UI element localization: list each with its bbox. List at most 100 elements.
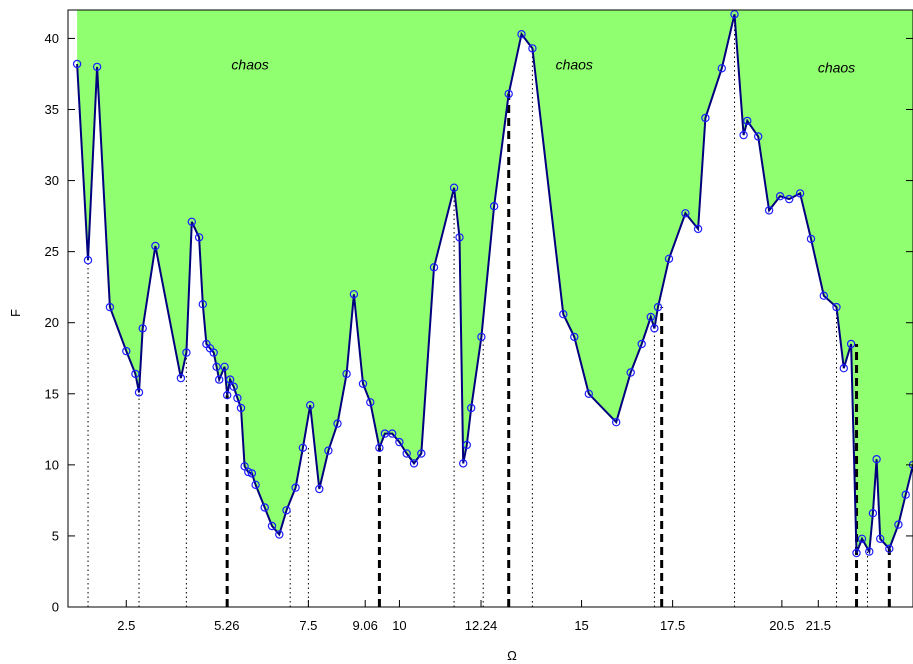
- x-axis: 2.5 5.26 7.5 9.06 10 12.24 15 17.5 20.5 21.5: [117, 600, 831, 633]
- data-point: [857, 534, 867, 544]
- data-point: [885, 544, 894, 553]
- data-point: [366, 398, 375, 407]
- guide-lines: [87, 14, 891, 607]
- data-point: [701, 113, 710, 123]
- data-point: [570, 332, 579, 342]
- data-point: [489, 201, 499, 211]
- data-point: [214, 375, 224, 384]
- data-point: [138, 324, 147, 333]
- data-point: [754, 132, 763, 141]
- data-point: [298, 443, 308, 452]
- data-point: [260, 503, 269, 512]
- data-point: [693, 224, 703, 234]
- region-label: chaos: [818, 60, 855, 76]
- y-tick-label: 30: [45, 173, 59, 188]
- data-point: [225, 375, 235, 384]
- data-point: [819, 291, 829, 300]
- data-point: [240, 462, 249, 471]
- data-point: [375, 443, 384, 452]
- data-point: [528, 44, 537, 53]
- data-point: [646, 312, 656, 322]
- data-point: [846, 339, 856, 349]
- data-point: [244, 467, 253, 477]
- data-point: [182, 348, 191, 357]
- y-tick-label: 20: [45, 315, 59, 330]
- data-point: [349, 290, 359, 299]
- x-tick-label: 9.06: [353, 618, 378, 633]
- data-point: [626, 368, 635, 377]
- data-point: [459, 459, 468, 468]
- data-point: [477, 332, 486, 342]
- data-point: [868, 509, 878, 518]
- data-point: [358, 379, 368, 388]
- data-point: [198, 300, 207, 309]
- data-point: [795, 189, 805, 198]
- data-point: [681, 209, 690, 218]
- data-point: [876, 534, 885, 544]
- y-axis-title: F: [8, 309, 23, 317]
- data-point: [612, 418, 621, 427]
- region-label: chaos: [231, 57, 268, 73]
- data-point: [134, 388, 144, 397]
- y-tick-label: 10: [45, 457, 59, 472]
- x-tick-label: 17.5: [660, 618, 685, 633]
- data-point: [105, 302, 115, 312]
- region-label: chaos: [556, 57, 593, 73]
- data-point: [865, 547, 874, 556]
- data-point: [122, 346, 131, 356]
- data-point: [176, 373, 186, 383]
- data-point: [852, 548, 861, 558]
- data-point: [467, 403, 476, 413]
- plot-frame: [67, 9, 913, 608]
- data-point: [275, 530, 284, 539]
- data-point: [785, 194, 794, 204]
- data-point: [894, 520, 903, 529]
- data-point: [194, 233, 204, 242]
- x-tick-label: 15: [574, 618, 588, 633]
- data-point: [650, 324, 659, 333]
- data-point: [901, 490, 910, 499]
- y-tick-label: 35: [45, 102, 59, 117]
- data-point: [504, 89, 513, 99]
- data-point: [212, 362, 221, 371]
- data-point: [267, 521, 277, 531]
- data-point: [233, 393, 242, 403]
- data-point: [209, 348, 218, 357]
- data-point: [236, 403, 246, 413]
- data-point: [402, 449, 411, 458]
- data-point: [92, 62, 102, 72]
- data-point: [83, 256, 93, 265]
- x-tick-label: 2.5: [117, 618, 135, 633]
- data-point: [517, 30, 526, 39]
- x-tick-label: 7.5: [299, 618, 317, 633]
- y-tick-label: 0: [52, 600, 59, 615]
- data-point: [251, 480, 260, 489]
- data-point: [429, 263, 439, 272]
- data-point: [730, 10, 739, 19]
- data-point: [222, 391, 232, 400]
- data-point: [449, 183, 459, 192]
- y-tick-label: 40: [45, 31, 59, 46]
- data-point: [717, 64, 727, 73]
- data-point: [417, 449, 426, 458]
- y-tick-label: 15: [45, 386, 59, 401]
- data-point: [775, 191, 785, 201]
- y-tick-label: 25: [45, 244, 59, 259]
- data-point: [388, 429, 397, 438]
- data-point: [333, 419, 342, 428]
- data-point: [832, 302, 841, 312]
- x-tick-label: 10: [392, 618, 406, 633]
- chaos-region-fill: [77, 10, 913, 553]
- data-point: [247, 469, 257, 478]
- data-point: [131, 369, 140, 379]
- x-tick-label: 21.5: [806, 618, 831, 633]
- data-point: [220, 362, 229, 371]
- data-point: [739, 130, 748, 140]
- data-point: [229, 382, 238, 391]
- data-point: [282, 506, 291, 515]
- data-point: [187, 217, 196, 226]
- y-axis: 0 5 10 15 20 25 30 35 40: [45, 31, 913, 615]
- data-point: [764, 206, 774, 215]
- data-point: [872, 455, 881, 464]
- data-point: [743, 116, 752, 126]
